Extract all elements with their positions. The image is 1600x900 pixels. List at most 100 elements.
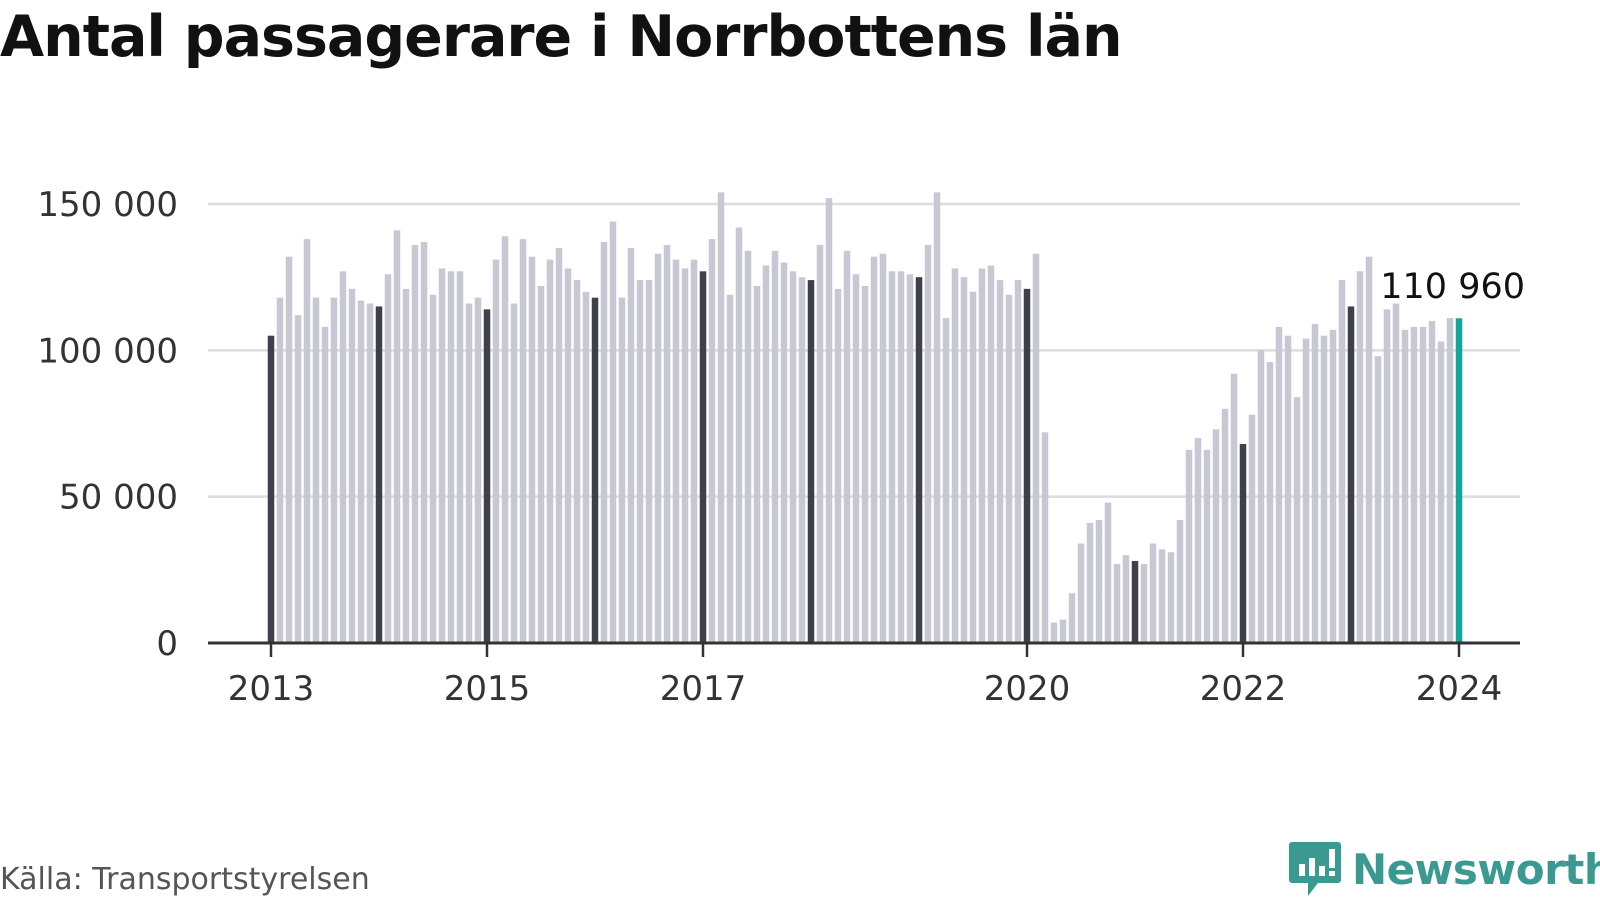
bar bbox=[474, 297, 482, 643]
bar-january bbox=[807, 280, 815, 643]
newsworthy-logo-icon bbox=[1289, 842, 1341, 896]
bar bbox=[1185, 449, 1193, 643]
newsworthy-logo[interactable]: Newsworthy bbox=[1288, 840, 1600, 898]
x-tick-label: 2020 bbox=[984, 669, 1071, 709]
bar bbox=[1212, 429, 1220, 643]
bar-january bbox=[483, 309, 491, 643]
bar bbox=[861, 285, 869, 643]
x-tick-label: 2024 bbox=[1416, 669, 1503, 709]
bar bbox=[978, 268, 986, 643]
bar bbox=[1437, 341, 1445, 643]
bar bbox=[735, 227, 743, 643]
bar bbox=[969, 291, 977, 643]
bar bbox=[339, 271, 347, 643]
source-note: Källa: Transportstyrelsen bbox=[0, 862, 370, 897]
x-tick-label: 2017 bbox=[660, 669, 747, 709]
bar bbox=[1113, 563, 1121, 643]
bar bbox=[879, 253, 887, 643]
bar bbox=[519, 239, 527, 643]
bar bbox=[366, 303, 374, 643]
bar-january bbox=[267, 335, 275, 643]
bar bbox=[303, 239, 311, 643]
bar bbox=[1248, 414, 1256, 643]
bar bbox=[654, 253, 662, 643]
bar bbox=[1167, 552, 1175, 643]
bar bbox=[1329, 329, 1337, 643]
bar-january bbox=[591, 297, 599, 643]
bar bbox=[1356, 271, 1364, 643]
bar bbox=[1401, 329, 1409, 643]
x-tick-label: 2015 bbox=[444, 669, 531, 709]
y-tick-label: 0 bbox=[156, 624, 178, 664]
bar bbox=[555, 247, 563, 643]
y-tick-label: 150 000 bbox=[37, 185, 178, 225]
y-tick-labels: 0 50 000 100 000 150 000 bbox=[37, 185, 178, 664]
bar bbox=[501, 236, 509, 643]
bar bbox=[1041, 432, 1049, 643]
bar bbox=[348, 288, 356, 643]
bar bbox=[618, 297, 626, 643]
bar bbox=[897, 271, 905, 643]
bar bbox=[906, 274, 914, 643]
bar bbox=[321, 326, 329, 643]
bar bbox=[1410, 326, 1418, 643]
bar bbox=[528, 256, 536, 643]
bar bbox=[1005, 294, 1013, 643]
bar bbox=[663, 244, 671, 643]
bar bbox=[1320, 335, 1328, 643]
bar bbox=[456, 271, 464, 643]
bar bbox=[1221, 408, 1229, 643]
bar bbox=[825, 198, 833, 643]
bar-january bbox=[375, 306, 383, 643]
bar bbox=[1050, 622, 1058, 643]
x-tick-label: 2022 bbox=[1200, 669, 1287, 709]
bar bbox=[1194, 438, 1202, 643]
bar bbox=[762, 265, 770, 643]
bar bbox=[1266, 362, 1274, 643]
bar bbox=[393, 230, 401, 643]
bar bbox=[1059, 619, 1067, 643]
bar bbox=[1014, 280, 1022, 643]
bar bbox=[933, 192, 941, 644]
bar bbox=[1149, 543, 1157, 643]
bar-series bbox=[267, 192, 1463, 644]
bar bbox=[852, 274, 860, 643]
bar bbox=[609, 221, 617, 643]
bar bbox=[447, 271, 455, 643]
bar-january bbox=[1347, 306, 1355, 643]
bar bbox=[1068, 593, 1076, 643]
brand-name: Newsworthy bbox=[1352, 844, 1600, 894]
bar bbox=[1257, 350, 1265, 643]
bar bbox=[888, 271, 896, 643]
bar bbox=[276, 297, 284, 643]
bar bbox=[1446, 318, 1454, 643]
bar bbox=[645, 280, 653, 643]
y-tick-label: 50 000 bbox=[59, 478, 178, 518]
bar bbox=[960, 277, 968, 643]
bar bbox=[384, 274, 392, 643]
bar bbox=[1032, 253, 1040, 643]
bar bbox=[843, 250, 851, 643]
bar bbox=[285, 256, 293, 643]
annotations: 110 960 bbox=[1380, 267, 1525, 307]
bar bbox=[834, 288, 842, 643]
bar bbox=[564, 268, 572, 643]
bar bbox=[744, 250, 752, 643]
bar bbox=[537, 285, 545, 643]
bar bbox=[690, 259, 698, 643]
bar bbox=[402, 288, 410, 643]
x-tick-label: 2013 bbox=[228, 669, 315, 709]
chart-title: Antal passagerare i Norrbottens län bbox=[0, 4, 1123, 70]
bar bbox=[1122, 555, 1130, 643]
bar-january bbox=[1131, 561, 1139, 643]
bar bbox=[1365, 256, 1373, 643]
bar bbox=[726, 294, 734, 643]
bar bbox=[789, 271, 797, 643]
bar bbox=[717, 192, 725, 644]
bar bbox=[1302, 338, 1310, 643]
bar bbox=[1338, 280, 1346, 643]
bar bbox=[1419, 326, 1427, 643]
bar bbox=[573, 280, 581, 643]
bar bbox=[771, 250, 779, 643]
bar bbox=[1311, 323, 1319, 643]
